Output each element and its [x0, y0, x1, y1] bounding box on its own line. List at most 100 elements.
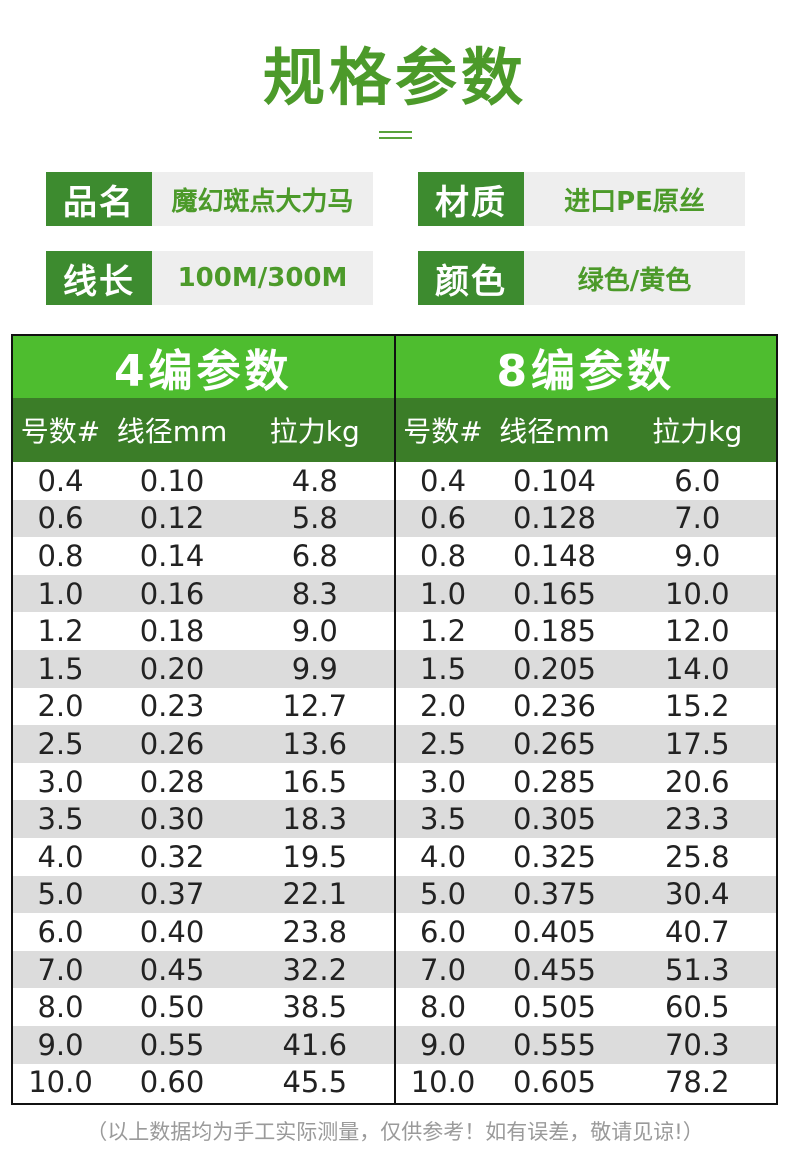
table-header-row: 号数# 线径mm 拉力kg [395, 398, 776, 462]
table-cell: 2.0 [37, 689, 84, 724]
table-cell: 1.0 [419, 576, 467, 611]
table-cell: 0.6 [419, 501, 467, 536]
table-cell: 0.4 [419, 463, 467, 498]
table-cell: 38.5 [282, 990, 348, 1025]
table-row: 1.2 0.185 12.0 [396, 612, 777, 650]
table-row: 1.0 0.165 10.0 [395, 574, 776, 613]
column-header: 线径mm [116, 415, 228, 448]
table-cell: 3.5 [37, 802, 84, 837]
table-cell: 3.0 [419, 764, 467, 799]
table-row: 9.0 0.55 41.6 [13, 1025, 394, 1064]
table-cell: 20.6 [664, 764, 730, 799]
table-title: 8编参数 [395, 336, 776, 398]
table-cell: 7.0 [419, 952, 467, 987]
table-cell: 9.9 [291, 651, 338, 686]
table-cell: 5.8 [291, 501, 338, 536]
table-cell: 1.2 [419, 614, 467, 649]
spec-value: 魔幻斑点大力马 [152, 172, 373, 226]
table-row: 5.0 0.375 30.4 [395, 875, 776, 914]
table-row: 0.8 0.14 6.8 [13, 537, 394, 575]
table-cell: 0.20 [139, 651, 205, 686]
table-cell: 25.8 [664, 839, 730, 874]
table-cell: 0.205 [512, 651, 597, 686]
table-row: 2.5 0.26 13.6 [13, 725, 394, 763]
table-cell: 14.0 [664, 651, 730, 686]
title-divider [379, 131, 412, 133]
column-header: 线径mm [499, 415, 610, 448]
table-cell: 0.375 [512, 877, 597, 912]
table-cell: 4.0 [37, 839, 84, 874]
table-cell: 0.23 [139, 689, 205, 724]
table-cell: 9.0 [37, 1027, 84, 1062]
table-cell: 7.0 [674, 501, 721, 536]
table-cell: 10.0 [28, 1065, 93, 1100]
table-cell: 6.8 [291, 538, 338, 573]
disclaimer-note: （以上数据均为手工实际测量，仅供参考！如有误差，敬请见谅!） [86, 1120, 704, 1144]
table-row: 2.0 0.236 15.2 [396, 688, 777, 726]
table-cell: 10.0 [410, 1065, 476, 1100]
table-cell: 0.10 [139, 463, 205, 498]
table-cell: 16.5 [282, 764, 348, 799]
table-cell: 6.0 [419, 914, 467, 949]
spec-value: 绿色/黄色 [524, 251, 745, 305]
table-cell: 0.305 [512, 802, 597, 837]
table-cell: 0.265 [512, 726, 597, 761]
table-cell: 10.0 [664, 576, 730, 611]
table-cell: 0.405 [512, 914, 597, 949]
table-cell: 0.165 [512, 576, 597, 611]
table-cell: 23.8 [282, 914, 348, 949]
table-row: 0.4 0.104 6.0 [396, 462, 777, 500]
table-cell: 4.0 [419, 839, 467, 874]
table-cell: 0.236 [512, 689, 597, 724]
table-row: 5.0 0.37 22.1 [13, 875, 394, 914]
table-cell: 0.18 [139, 614, 205, 649]
table-cell: 0.555 [512, 1027, 597, 1062]
table-row: 3.5 0.30 18.3 [13, 800, 394, 838]
spec-key: 品名 [46, 172, 152, 226]
table-cell: 0.104 [512, 463, 597, 498]
table-cell: 40.7 [664, 914, 730, 949]
column-header: 号数# [20, 415, 101, 448]
table-cell: 0.30 [139, 802, 205, 837]
table-cell: 70.3 [664, 1027, 730, 1062]
table-cell: 0.148 [512, 538, 597, 573]
table-cell: 1.5 [419, 651, 467, 686]
table-row: 0.8 0.148 9.0 [396, 537, 777, 575]
table-cell: 19.5 [282, 839, 348, 874]
table-row: 8.0 0.505 60.5 [396, 988, 777, 1026]
table-cell: 13.6 [282, 726, 348, 761]
table-row: 1.5 0.205 14.0 [395, 649, 776, 688]
table-row: 3.0 0.28 16.5 [13, 763, 394, 801]
column-header: 拉力kg [652, 415, 743, 448]
table-cell: 9.0 [674, 538, 721, 573]
table-cell: 41.6 [282, 1027, 348, 1062]
table-row: 4.0 0.32 19.5 [13, 838, 394, 876]
spec-value: 进口PE原丝 [524, 172, 745, 226]
table-row: 2.5 0.265 17.5 [395, 725, 776, 763]
table-row: 8.0 0.50 38.5 [13, 988, 394, 1026]
table-cell: 2.5 [419, 726, 467, 761]
table-cell: 0.12 [139, 501, 205, 536]
table-cell: 0.60 [139, 1065, 205, 1100]
table-cell: 17.5 [664, 726, 730, 761]
table-cell: 0.37 [139, 877, 205, 912]
table-cell: 2.5 [37, 726, 84, 761]
table-row: 1.2 0.18 9.0 [13, 612, 394, 650]
table-cell: 8.0 [37, 990, 84, 1025]
table-row: 3.5 0.305 23.3 [395, 800, 776, 838]
parameter-tables: 4编参数 号数# 线径mm 拉力kg 0.4 0.10 4.8 0.6 0.12 5.8 0… [11, 334, 778, 1105]
spec-value: 100M/300M [152, 251, 373, 305]
table-cell: 0.505 [512, 990, 597, 1025]
table-row: 0.6 0.12 5.8 [13, 499, 394, 538]
table-cell: 0.55 [139, 1027, 205, 1062]
table-cell: 1.5 [37, 651, 84, 686]
spec-length: 线长 100M/300M [46, 251, 373, 305]
table-cell: 0.6 [37, 501, 84, 536]
table-cell: 0.285 [512, 764, 597, 799]
table-cell: 0.28 [139, 764, 205, 799]
table-cell: 0.26 [139, 726, 205, 761]
table-row: 7.0 0.455 51.3 [395, 950, 776, 989]
table-cell: 2.0 [419, 689, 467, 724]
table-row: 2.0 0.23 12.7 [13, 688, 394, 726]
spec-key: 颜色 [418, 251, 524, 305]
